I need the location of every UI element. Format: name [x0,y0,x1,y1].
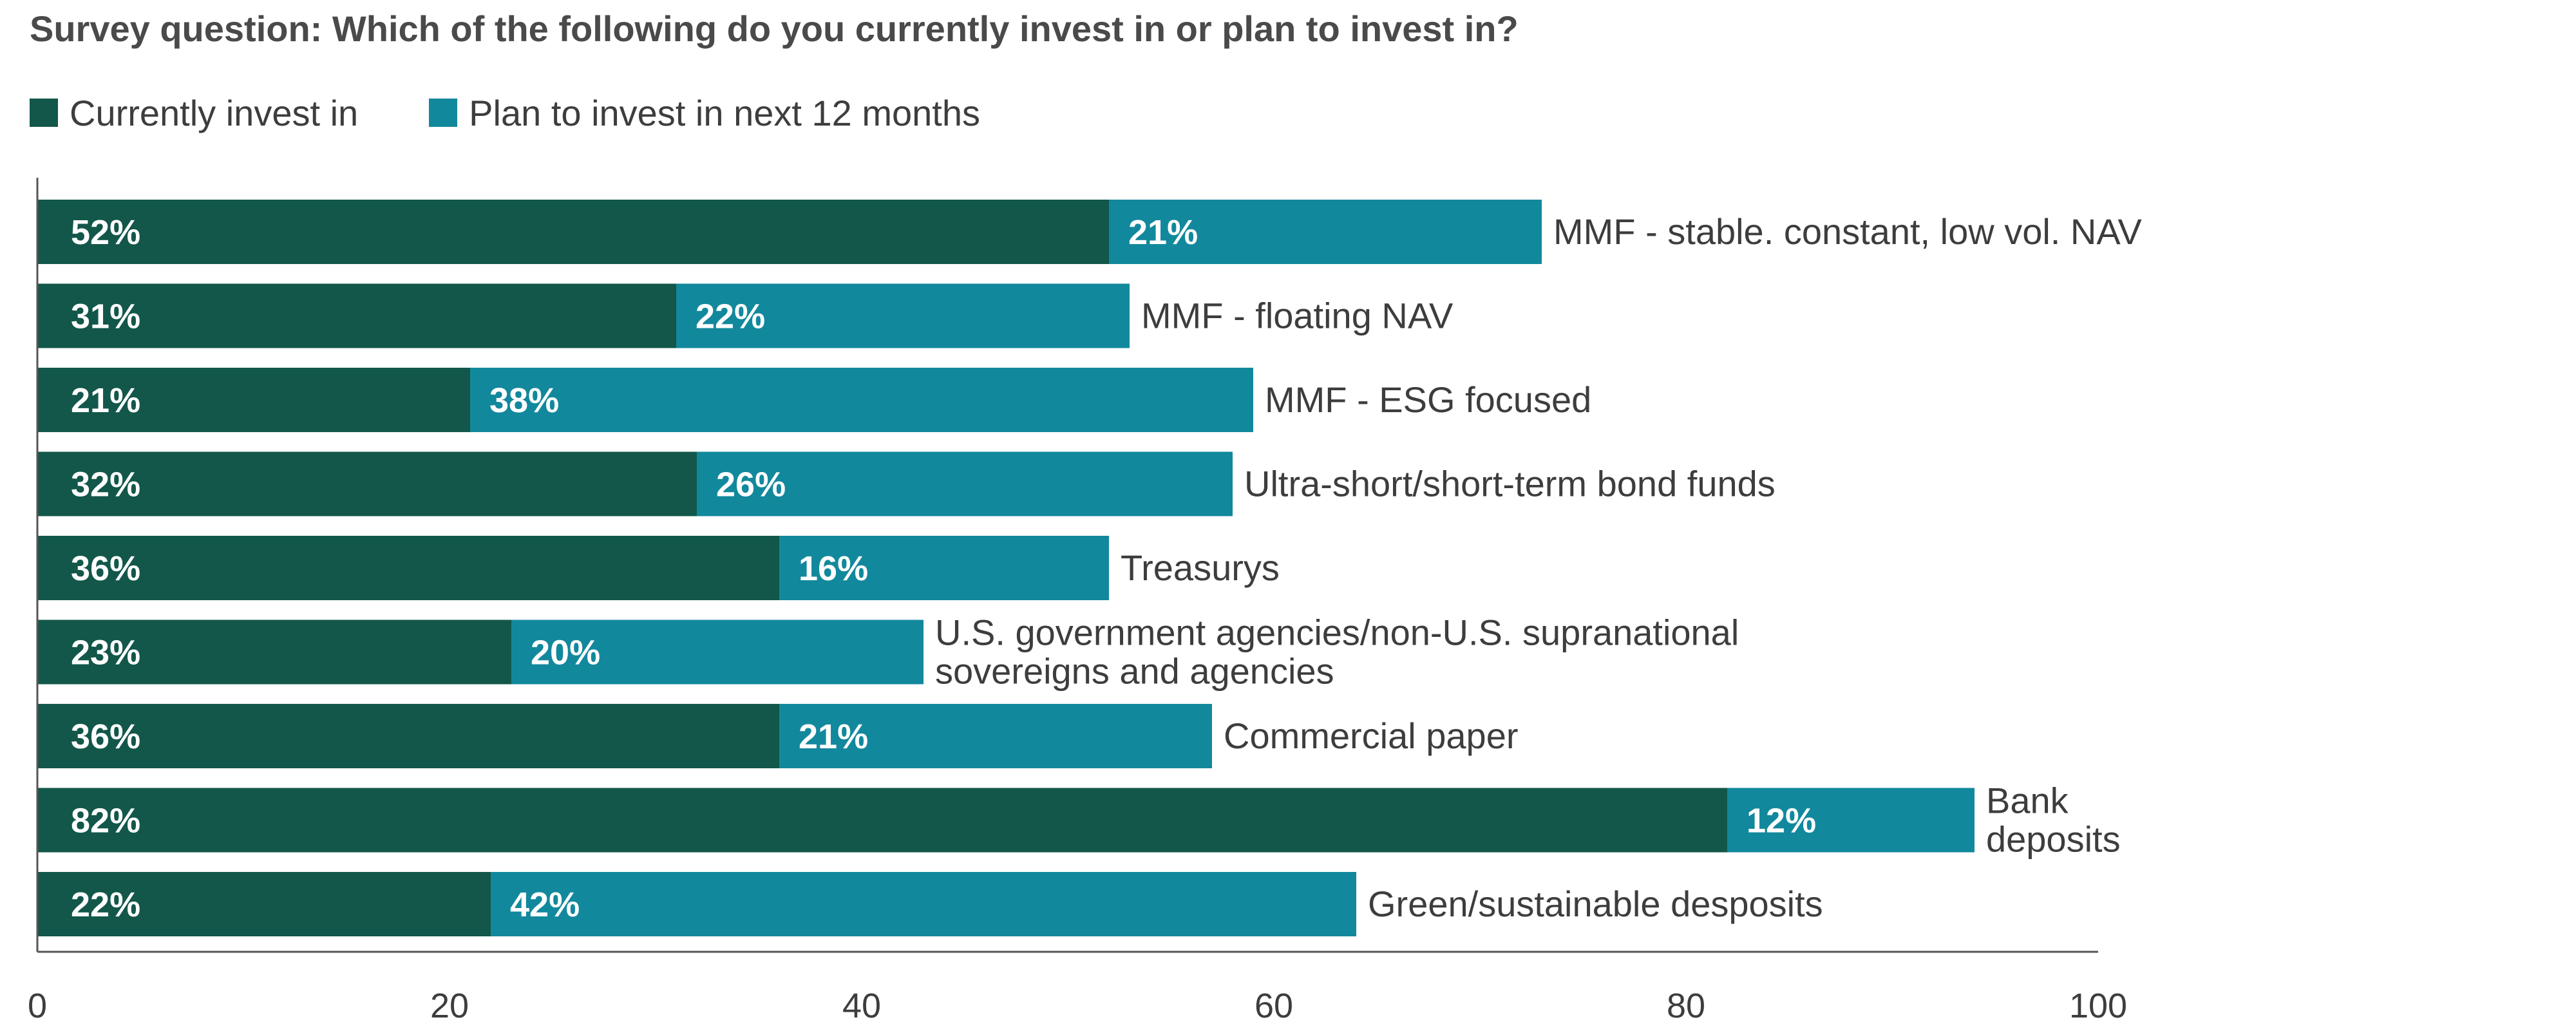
legend-label-planned: Plan to invest in next 12 months [469,92,980,133]
data-label-current: 36% [71,717,140,756]
data-label-current: 36% [71,549,140,588]
bar-planned [1109,200,1542,264]
category-label: MMF - stable. constant, low vol. NAV [1553,211,2143,252]
legend-label-current: Currently invest in [70,92,359,133]
x-tick-label: 80 [1667,987,1705,1022]
legend-swatch-planned [429,99,458,127]
data-label-planned: 20% [531,634,600,672]
x-tick-label: 40 [842,987,881,1022]
bar-current [37,536,779,600]
data-label-current: 52% [71,213,140,252]
legend-item-current: Currently invest in [30,92,358,134]
category-label: deposits [1986,819,2121,860]
bar-current [37,788,1727,853]
bar-current [37,451,697,516]
data-label-planned: 38% [489,381,559,420]
bar-planned [470,368,1253,432]
bar-planned [491,872,1356,936]
bar-current [37,872,491,936]
legend-swatch-current [30,99,58,127]
bar-current [37,200,1109,264]
data-label-current: 23% [71,634,140,672]
legend-item-planned: Plan to invest in next 12 months [429,92,980,134]
bar-planned [697,451,1233,516]
data-label-current: 82% [71,802,140,840]
chart-legend: Currently invest in Plan to invest in ne… [30,90,1051,135]
x-tick-label: 60 [1255,987,1293,1022]
category-label: MMF - floating NAV [1141,296,1454,336]
category-label: Treasurys [1121,547,1280,588]
category-label: Bank [1986,781,2069,821]
category-label: MMF - ESG focused [1265,379,1591,420]
category-label: U.S. government agencies/non-U.S. supran… [935,612,1739,653]
bar-planned [1727,788,1975,853]
data-label-planned: 42% [510,885,580,924]
category-label: sovereigns and agencies [935,651,1334,692]
x-tick-label: 100 [2069,987,2127,1022]
data-label-current: 31% [71,298,140,336]
survey-question-title: Survey question: Which of the following … [30,8,1519,49]
category-label: Ultra-short/short-term bond funds [1244,464,1776,504]
data-label-current: 21% [71,381,140,420]
bar-planned [779,704,1212,768]
category-label: Commercial paper [1224,715,1519,756]
bar-current [37,368,470,432]
x-tick-label: 20 [430,987,469,1022]
data-label-planned: 26% [716,466,786,504]
bar-planned [511,620,923,685]
data-label-planned: 22% [696,298,765,336]
data-label-current: 32% [71,466,140,504]
x-tick-label: 0 [28,987,47,1022]
bar-current [37,704,779,768]
data-label-planned: 16% [799,549,868,588]
bar-planned [676,283,1130,348]
data-label-current: 22% [71,885,140,924]
bar-planned [779,536,1109,600]
data-label-planned: 12% [1747,802,1816,840]
data-label-planned: 21% [1128,213,1198,252]
bar-current [37,620,511,685]
category-label: Green/sustainable desposits [1368,884,1823,924]
bar-current [37,283,676,348]
data-label-planned: 21% [799,717,868,756]
